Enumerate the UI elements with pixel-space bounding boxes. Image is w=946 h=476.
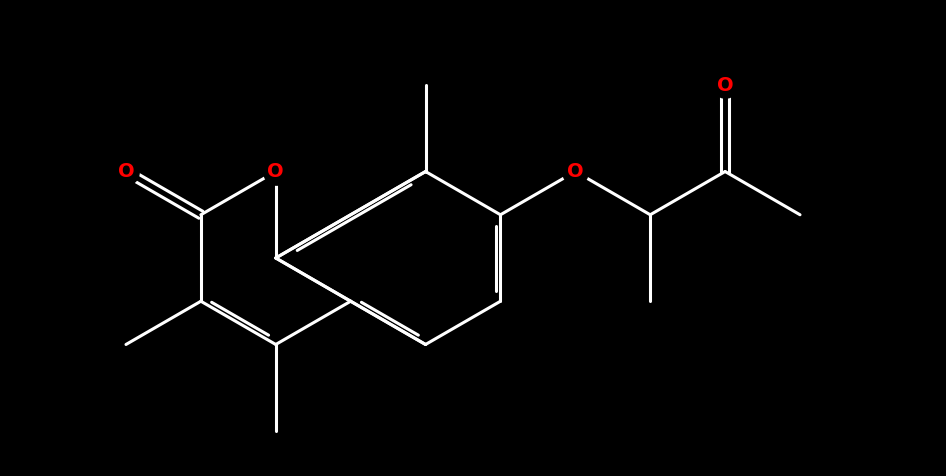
Text: O: O bbox=[717, 76, 733, 95]
Text: O: O bbox=[117, 162, 134, 181]
Text: O: O bbox=[268, 162, 284, 181]
Text: O: O bbox=[567, 162, 584, 181]
